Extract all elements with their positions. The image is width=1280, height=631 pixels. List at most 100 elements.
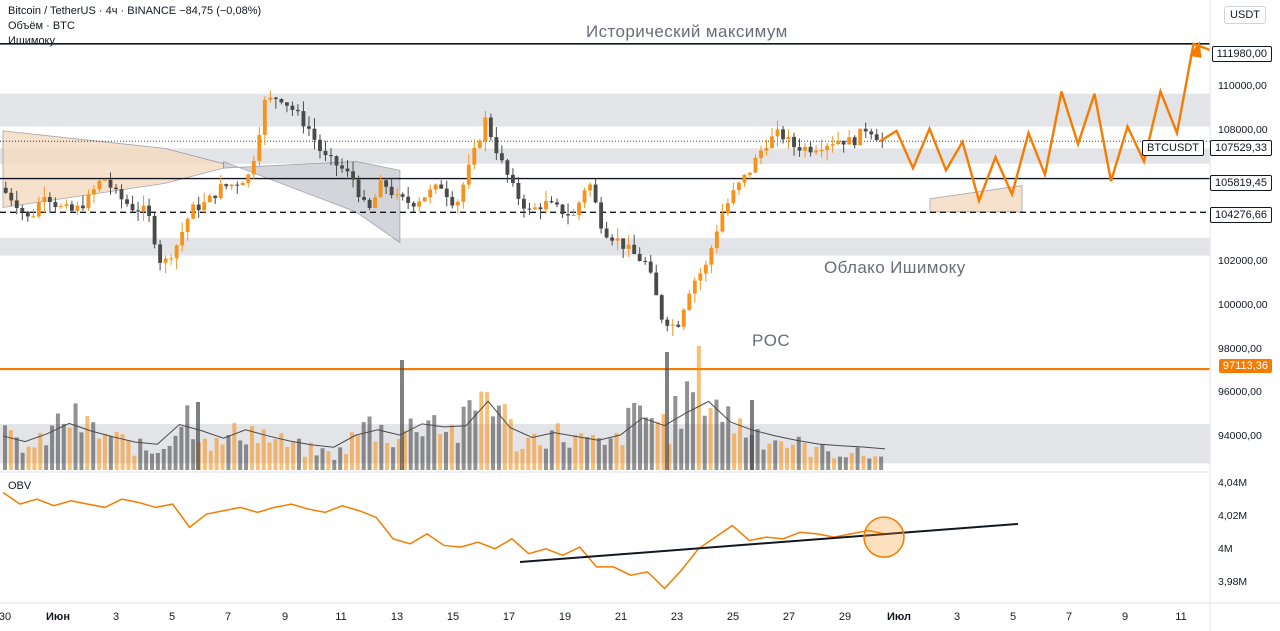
volume-bar [596, 438, 601, 470]
volume-bar [150, 453, 154, 470]
candle-body [31, 216, 36, 218]
candle-body [395, 194, 400, 196]
volume-spike [196, 402, 200, 470]
volume-bar [97, 438, 102, 470]
volume-bar [714, 399, 719, 470]
price-tick-label: 94000,00 [1218, 430, 1262, 443]
volume-bar [338, 447, 343, 470]
candle-body [450, 197, 455, 206]
time-tick-label: 23 [670, 611, 684, 623]
volume-bar [326, 451, 331, 470]
volume-bar [579, 433, 584, 470]
volume-bar [532, 433, 537, 470]
candle-body [731, 190, 736, 204]
volume-bar [491, 416, 496, 470]
annotation-poc: POC [752, 331, 791, 350]
volume-bar [114, 432, 119, 470]
volume-bar [508, 419, 513, 470]
candle-body [505, 160, 510, 175]
volume-bar [220, 444, 225, 470]
volume-bar [279, 433, 284, 470]
pill-symbol: BTCUSDT [1142, 140, 1204, 156]
volume-bar [396, 439, 401, 470]
candle-body [588, 184, 593, 191]
candle-body [725, 203, 730, 214]
candle-body [301, 111, 306, 127]
candle-body [191, 204, 196, 219]
time-tick-label: 7 [1065, 611, 1073, 623]
volume-bar [808, 456, 813, 470]
candle-body [874, 134, 879, 141]
candle-body [483, 117, 488, 141]
price-tick-label: 110000,00 [1218, 80, 1267, 93]
candle-body [803, 146, 807, 151]
volume-bar [285, 446, 290, 470]
candle-body [455, 201, 460, 206]
time-tick-label: 5 [168, 611, 176, 623]
chart-legend: Bitcoin / TetherUS · 4ч · BINANCE −84,75… [8, 4, 261, 49]
volume-bar [785, 447, 790, 470]
legend-symbol[interactable]: Bitcoin / TetherUS · 4ч · BINANCE [8, 5, 177, 17]
pill-level-1: 105819,45 [1210, 175, 1272, 191]
candle-body [533, 207, 537, 210]
volume-bar [643, 417, 648, 470]
volume-bar [743, 437, 748, 470]
volume-bar [873, 456, 878, 470]
volume-bar [79, 432, 84, 470]
candle-body [108, 179, 113, 188]
candle-body [246, 174, 251, 183]
volume-bar [514, 451, 519, 470]
volume-bar [214, 437, 219, 470]
candle-body [334, 156, 339, 166]
volume-spike [400, 360, 404, 470]
legend-change: −84,75 (−0,08%) [179, 5, 262, 17]
candle-body [836, 140, 841, 145]
candle-body [196, 204, 201, 211]
candle-body [770, 136, 774, 148]
volume-bar [67, 427, 72, 470]
candle-body [3, 187, 8, 193]
legend-volume[interactable]: Объём · BTC [8, 20, 75, 32]
currency-button[interactable]: USDT [1224, 6, 1266, 24]
volume-bar [302, 456, 307, 470]
legend-indicator[interactable]: Ишимоку [8, 35, 55, 47]
volume-bar [249, 426, 254, 470]
candle-body [632, 244, 637, 255]
volume-bar [849, 452, 854, 470]
time-tick-label: 30 [0, 611, 12, 623]
volume-bar [85, 416, 90, 470]
volume-bar [120, 434, 125, 470]
candle-body [797, 147, 802, 151]
candle-body [610, 237, 615, 241]
obv-tick-label: 4,04M [1218, 477, 1248, 490]
volume-bar [26, 446, 31, 470]
candle-body [284, 102, 289, 106]
volume-spike [750, 400, 754, 470]
volume-spike [665, 352, 669, 470]
volume-bar [185, 405, 190, 470]
candle-body [439, 184, 444, 189]
candle-body [389, 186, 394, 196]
volume-bar [202, 438, 207, 470]
candle-body [384, 180, 389, 187]
volume-bar [696, 345, 701, 470]
candle-body [830, 144, 835, 146]
volume-bar [702, 415, 707, 470]
candle-body [58, 206, 63, 208]
time-tick-label: 13 [390, 611, 404, 623]
volume-bar [438, 434, 443, 470]
volume-bar [655, 421, 660, 470]
volume-bar [679, 428, 684, 470]
obv-label: OBV [8, 480, 32, 492]
obv-trendline [519, 522, 1019, 563]
volume-bar [432, 415, 437, 470]
volume-bar [837, 456, 842, 470]
candle-body [152, 215, 157, 245]
cloud-bearish [223, 160, 401, 244]
volume-bar [455, 442, 460, 470]
candle-body [466, 164, 471, 185]
volume-bar [879, 456, 884, 470]
